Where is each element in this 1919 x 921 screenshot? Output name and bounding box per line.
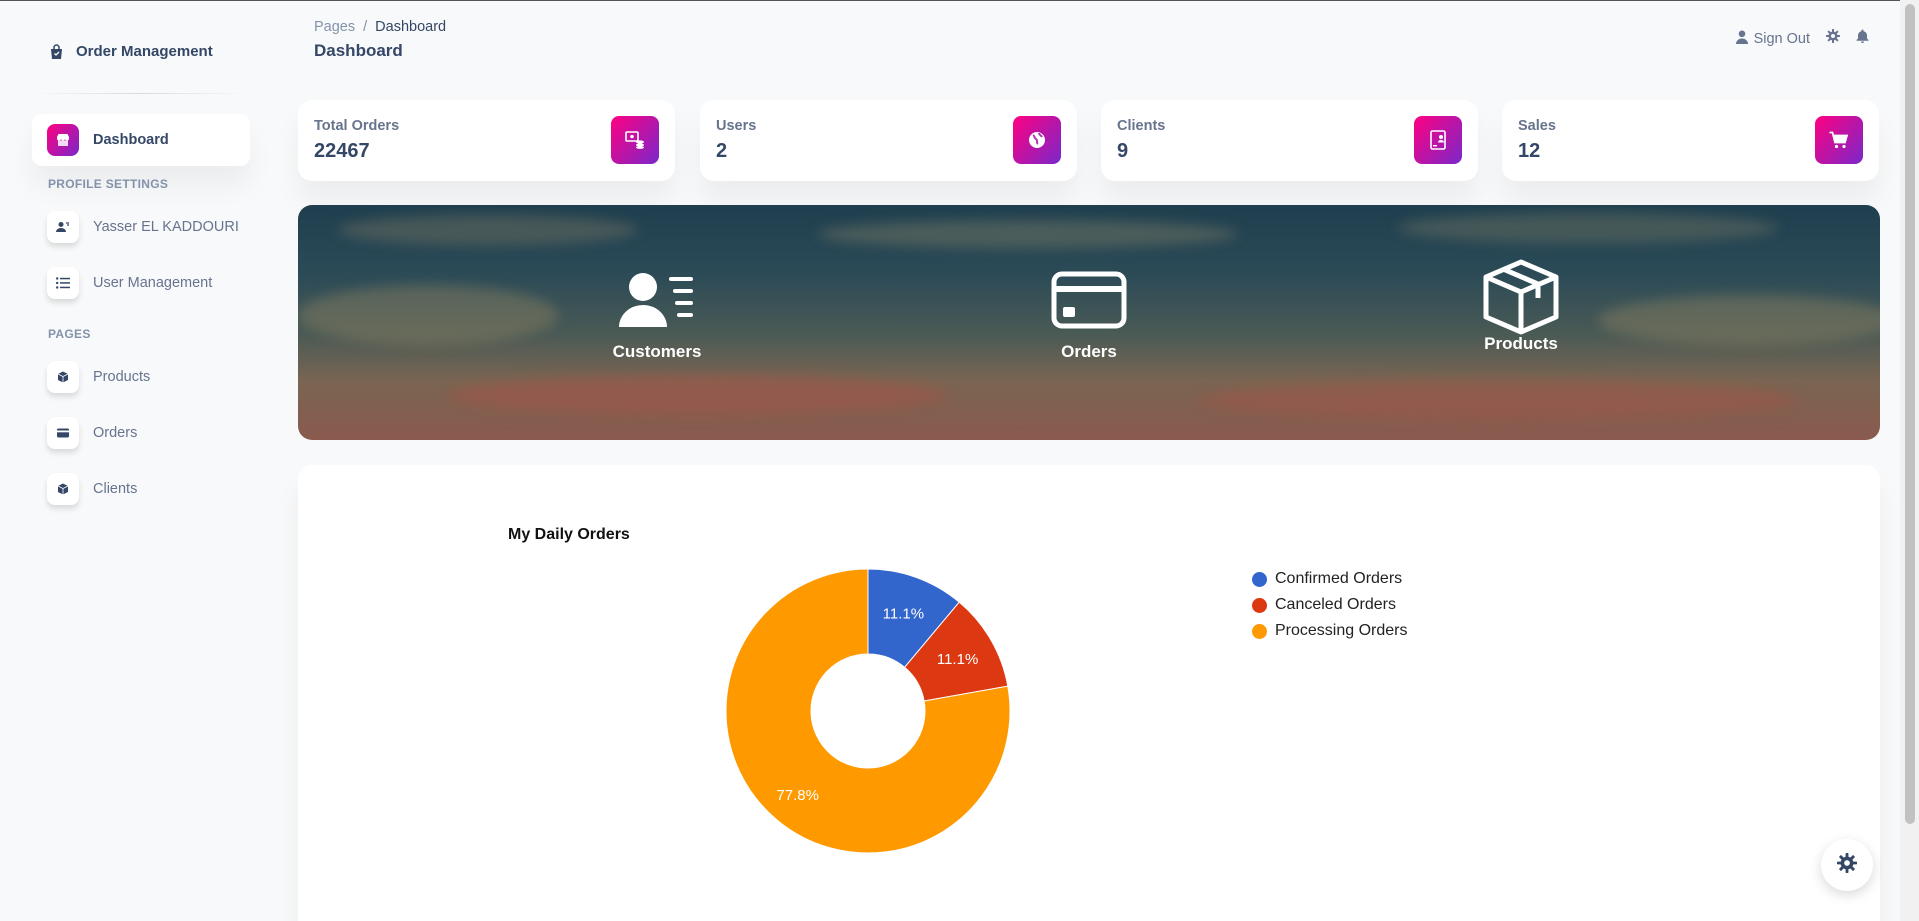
donut-chart: 11.1% 11.1% 77.8%	[725, 568, 1011, 854]
banner-label: Products	[1484, 334, 1558, 353]
legend-item[interactable]: Confirmed Orders	[1252, 566, 1408, 592]
customers-icon	[619, 271, 695, 334]
legend-swatch	[1252, 597, 1267, 613]
legend-label: Confirmed Orders	[1275, 570, 1403, 587]
slice-label: 11.1%	[883, 606, 924, 623]
stat-card-total-orders: Total Orders 22467	[298, 100, 675, 181]
sidebar-item-label: Products	[93, 369, 151, 385]
sidebar-item-products[interactable]: Products	[32, 351, 250, 403]
stat-label: Total Orders	[314, 118, 400, 134]
legend-label: Canceled Orders	[1275, 596, 1396, 613]
legend-item[interactable]: Processing Orders	[1252, 618, 1408, 644]
sidebar-item-dashboard[interactable]: Dashboard	[32, 114, 250, 166]
breadcrumb: Pages / Dashboard	[314, 19, 446, 35]
configurator-button[interactable]	[1821, 839, 1873, 891]
banner-link-customers[interactable]: Customers	[557, 271, 757, 362]
slice-label: 11.1%	[937, 651, 978, 668]
sign-out-label: Sign Out	[1753, 30, 1810, 47]
header-actions: Sign Out	[1735, 29, 1869, 48]
quick-links-banner: Customers Orders Products	[298, 205, 1880, 440]
legend-item[interactable]: Canceled Orders	[1252, 592, 1408, 618]
sidebar: Order Management Dashboard PROFILE SETTI…	[0, 0, 280, 921]
shopping-bag-icon	[48, 43, 64, 60]
sidebar-item-orders[interactable]: Orders	[32, 407, 250, 459]
shop-icon	[47, 124, 79, 156]
banner-link-products[interactable]: Products	[1421, 259, 1621, 354]
slice-label: 77.8%	[776, 787, 819, 804]
breadcrumb-separator: /	[363, 19, 368, 35]
chart-legend: Confirmed Orders Canceled Orders Processin…	[1252, 566, 1408, 644]
sidebar-item-profile[interactable]: Yasser EL KADDOURI	[32, 201, 250, 253]
section-title-pages: PAGES	[48, 327, 91, 341]
stat-card-users: Users 2	[700, 100, 1077, 181]
credit-card-icon	[1051, 271, 1127, 334]
stat-card-sales: Sales 12	[1502, 100, 1879, 181]
sidebar-item-label: Yasser EL KADDOURI	[93, 219, 239, 235]
daily-orders-chart-card: My Daily Orders 11.1% 11.1% 77.8% Confirme…	[298, 465, 1880, 921]
sidebar-item-user-management[interactable]: User Management	[32, 257, 250, 309]
money-coins-icon	[611, 116, 659, 164]
legend-swatch	[1252, 571, 1267, 587]
stat-value: 9	[1117, 140, 1129, 162]
stat-value: 2	[716, 140, 728, 162]
bell-icon[interactable]	[1856, 29, 1869, 48]
sidebar-divider	[32, 93, 248, 94]
box-icon	[47, 361, 79, 393]
list-icon	[47, 267, 79, 299]
sign-out-button[interactable]: Sign Out	[1735, 30, 1810, 48]
sidebar-item-clients[interactable]: Clients	[32, 463, 250, 515]
user-icon	[47, 211, 79, 243]
banner-label: Customers	[612, 342, 702, 361]
credit-card-icon	[47, 417, 79, 449]
legend-swatch	[1252, 623, 1267, 639]
gear-icon	[1837, 852, 1857, 878]
box-icon	[1483, 259, 1559, 340]
page-title: Dashboard	[314, 41, 403, 60]
gear-icon[interactable]	[1826, 29, 1840, 48]
breadcrumb-root[interactable]: Pages	[314, 19, 356, 35]
stat-label: Sales	[1518, 118, 1556, 134]
brand-name: Order Management	[76, 43, 213, 60]
sidebar-item-label: Clients	[93, 481, 138, 497]
stat-value: 12	[1518, 140, 1541, 162]
sidebar-item-label: Orders	[93, 425, 138, 441]
world-icon	[1013, 116, 1061, 164]
stat-label: Clients	[1117, 118, 1166, 134]
brand[interactable]: Order Management	[48, 43, 213, 60]
box-icon	[47, 473, 79, 505]
banner-link-orders[interactable]: Orders	[989, 271, 1189, 362]
window-top-border	[0, 0, 1919, 1]
section-title-profile: PROFILE SETTINGS	[48, 177, 169, 191]
sidebar-item-label: Dashboard	[93, 132, 169, 148]
contact-icon	[1414, 116, 1462, 164]
stat-label: Users	[716, 118, 757, 134]
sidebar-item-label: User Management	[93, 275, 213, 291]
pie-slice-processing-orders[interactable]	[725, 568, 1011, 854]
scrollbar-thumb[interactable]	[1905, 4, 1915, 824]
stat-card-clients: Clients 9	[1101, 100, 1478, 181]
chart-title: My Daily Orders	[508, 526, 630, 543]
banner-label: Orders	[1061, 342, 1117, 361]
cart-icon	[1815, 116, 1863, 164]
user-icon	[1735, 30, 1748, 48]
legend-label: Processing Orders	[1275, 622, 1408, 639]
breadcrumb-current: Dashboard	[375, 19, 447, 35]
page-scrollbar[interactable]	[1900, 0, 1919, 921]
stat-value: 22467	[314, 140, 370, 162]
